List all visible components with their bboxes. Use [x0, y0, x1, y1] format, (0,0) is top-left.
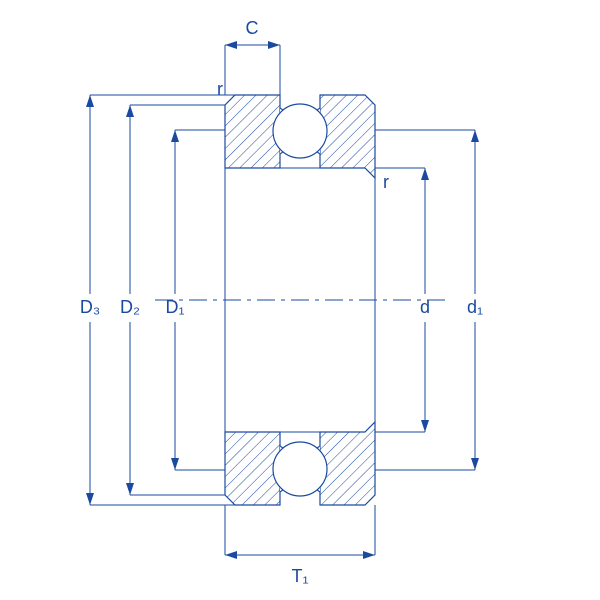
label-r-bottom: r	[383, 172, 389, 192]
bearing-cross-section-diagram: D₃ D₂ D₁ d d₁ C T₁ r r	[0, 0, 600, 600]
dim-D1-label: D₁	[165, 297, 184, 317]
ball	[273, 104, 327, 158]
shaft-washer	[225, 432, 280, 505]
dim-d-label: d	[420, 297, 430, 317]
label-r-top: r	[217, 79, 223, 99]
ball	[273, 442, 327, 496]
dim-d1-label: d₁	[467, 297, 483, 317]
housing-washer	[320, 95, 375, 178]
section-lower	[225, 422, 375, 505]
dim-D2-label: D₂	[120, 297, 140, 317]
housing-washer	[320, 422, 375, 505]
dim-T1-label: T₁	[291, 566, 308, 586]
shaft-washer	[225, 95, 280, 168]
section-upper	[225, 95, 375, 178]
dim-C-label: C	[246, 18, 259, 38]
dim-D3-label: D₃	[80, 297, 100, 317]
